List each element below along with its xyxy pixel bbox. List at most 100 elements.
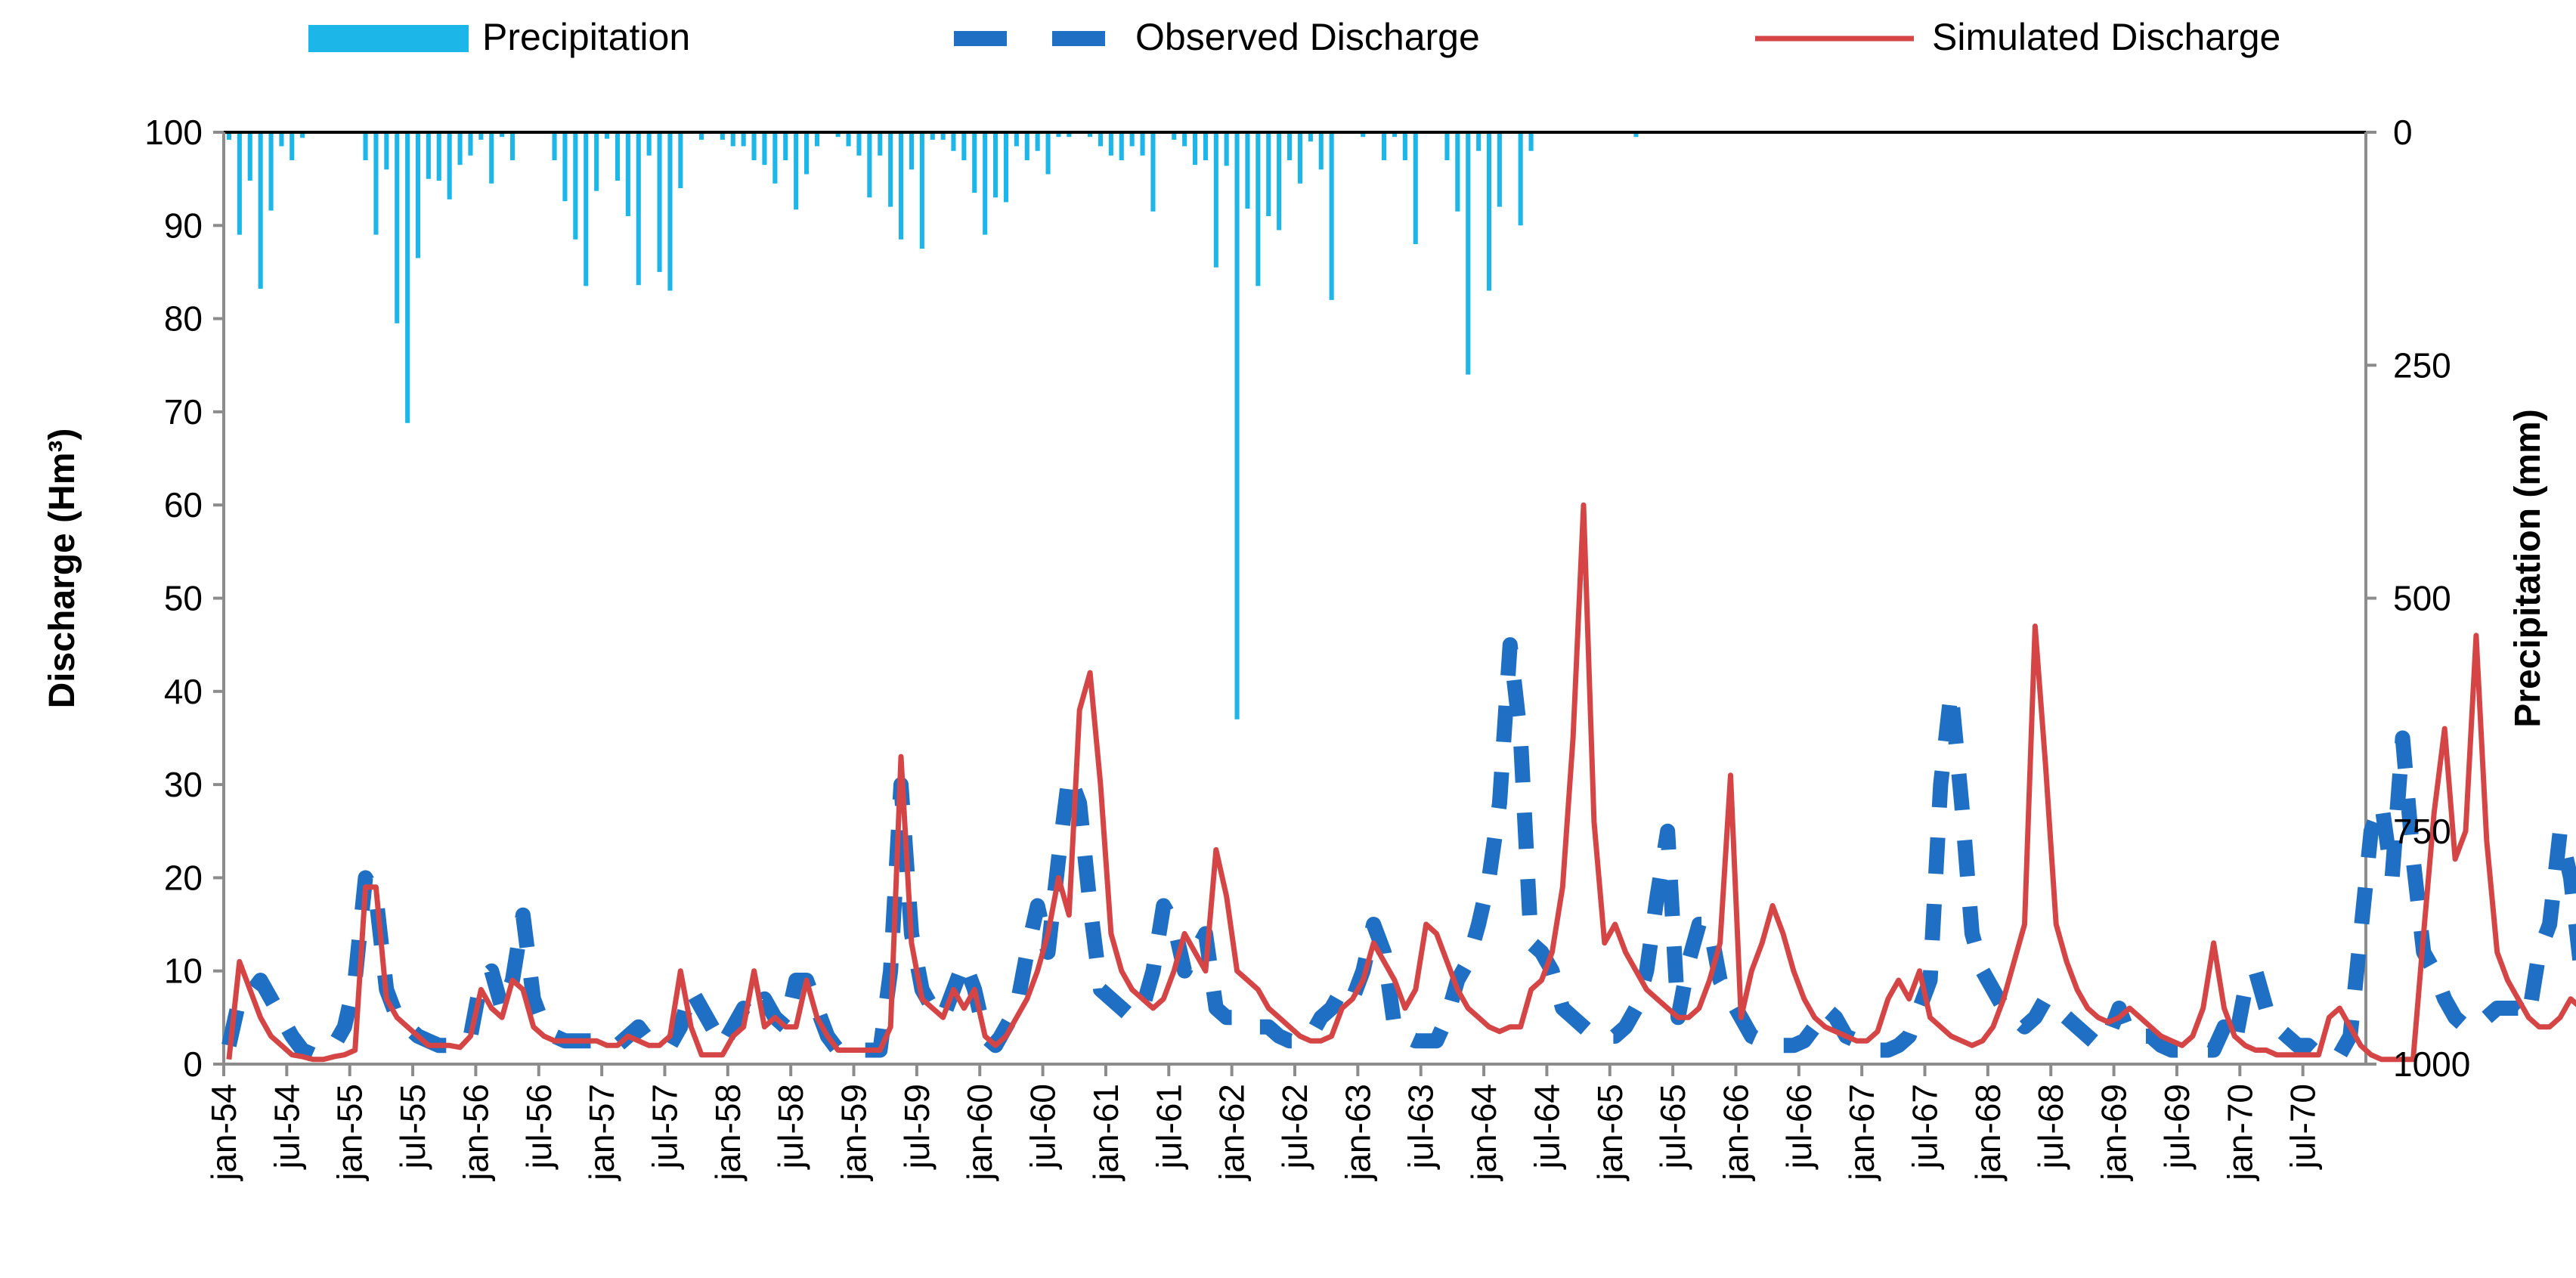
x-tick-label: jul-69 xyxy=(2157,1084,2197,1171)
x-tick-label: jul-56 xyxy=(519,1084,559,1171)
x-tick-label: jan-63 xyxy=(1338,1084,1377,1182)
precipitation-bar xyxy=(1329,132,1334,300)
precipitation-bar xyxy=(1266,132,1271,216)
precipitation-bar xyxy=(1182,132,1187,147)
precipitation-bar xyxy=(1193,132,1198,166)
precipitation-bar xyxy=(846,132,851,147)
precipitation-bar xyxy=(1308,132,1313,142)
precipitation-bar xyxy=(1444,132,1450,160)
precipitation-bar xyxy=(1277,132,1282,231)
x-tick-label: jan-54 xyxy=(204,1084,243,1182)
precipitation-bar xyxy=(1203,132,1208,160)
precipitation-bar xyxy=(415,132,420,258)
precipitation-bar xyxy=(1528,132,1534,151)
y-right-tick-label: 500 xyxy=(2393,579,2451,618)
precipitation-bar xyxy=(699,132,704,140)
x-tick-label: jan-61 xyxy=(1086,1084,1125,1182)
x-tick-label: jan-65 xyxy=(1590,1084,1630,1182)
precipitation-bar xyxy=(783,132,788,160)
precipitation-bar xyxy=(899,132,904,240)
precipitation-bar xyxy=(1361,132,1366,138)
precipitation-bar xyxy=(373,132,379,235)
precipitation-bar xyxy=(730,132,735,147)
precipitation-bar xyxy=(489,132,494,184)
precipitation-bar xyxy=(1402,132,1407,160)
precipitation-bar xyxy=(237,132,242,235)
x-tick-label: jul-59 xyxy=(897,1084,937,1171)
y-left-tick-label: 40 xyxy=(164,672,203,711)
x-tick-label: jul-55 xyxy=(393,1084,432,1171)
precipitation-bar xyxy=(646,132,652,156)
precipitation-bar xyxy=(1045,132,1051,175)
x-tick-label: jul-66 xyxy=(1779,1084,1819,1171)
precipitation-bar xyxy=(1224,132,1229,166)
precipitation-bar xyxy=(625,132,630,216)
precipitation-bar xyxy=(1255,132,1261,286)
y-right-tick-label: 1000 xyxy=(2393,1044,2470,1084)
x-tick-label: jan-70 xyxy=(2220,1084,2259,1182)
precipitation-bar xyxy=(888,132,893,207)
precipitation-bar xyxy=(1067,132,1072,138)
x-tick-label: jul-68 xyxy=(2031,1084,2070,1171)
precipitation-bar xyxy=(279,132,284,147)
precipitation-bar xyxy=(426,132,431,179)
x-tick-label: jan-57 xyxy=(582,1084,621,1182)
precipitation-bar xyxy=(268,132,274,211)
legend-label-simulated-discharge: Simulated Discharge xyxy=(1932,16,2280,58)
x-tick-label: jul-54 xyxy=(267,1084,306,1171)
precipitation-bar xyxy=(1382,132,1387,160)
x-tick-label: jan-55 xyxy=(330,1084,370,1182)
x-tick-label: jan-66 xyxy=(1717,1084,1756,1182)
precipitation-bar xyxy=(667,132,673,291)
x-tick-label: jul-70 xyxy=(2283,1084,2323,1171)
chart-axes xyxy=(213,131,2376,1076)
precipitation-bar xyxy=(584,132,589,286)
precipitation-bar xyxy=(741,132,746,147)
precipitation-bar xyxy=(1098,132,1103,147)
simulated-discharge-line xyxy=(226,502,2576,1063)
precipitation-bar xyxy=(1518,132,1523,226)
precipitation-bar xyxy=(794,132,799,210)
precipitation-bar xyxy=(258,132,263,289)
precipitation-bar xyxy=(867,132,872,198)
x-tick-label: jul-60 xyxy=(1023,1084,1063,1171)
legend-swatch-precipitation xyxy=(308,25,469,52)
precipitation-bar xyxy=(500,132,505,138)
precipitation-bar xyxy=(814,132,819,147)
y-right-tick-labels: 0 250 500 750 1000 xyxy=(2393,113,2470,1084)
precipitation-bar xyxy=(594,132,599,191)
x-tick-label: jul-57 xyxy=(646,1084,685,1171)
precipitation-bar xyxy=(1003,132,1008,203)
precipitation-bar xyxy=(678,132,683,188)
precipitation-bar xyxy=(478,132,484,140)
y-right-axis-title: Precipitation (mm) xyxy=(2508,409,2548,727)
precipitation-bar xyxy=(573,132,578,240)
precipitation-bar xyxy=(447,132,452,200)
precipitation-bar xyxy=(909,132,914,170)
precipitation-bar xyxy=(951,132,956,151)
x-tick-label: jan-64 xyxy=(1464,1084,1503,1182)
legend-label-precipitation: Precipitation xyxy=(482,16,690,58)
precipitation-bar xyxy=(247,132,252,181)
x-tick-label: jul-63 xyxy=(1401,1084,1441,1171)
y-left-tick-label: 30 xyxy=(164,765,203,804)
x-tick-label: jul-67 xyxy=(1906,1084,1945,1171)
precipitation-bar xyxy=(1014,132,1019,147)
precipitation-bar xyxy=(772,132,778,184)
precipitation-bar xyxy=(1056,132,1061,138)
x-tick-label: jan-68 xyxy=(1968,1084,2008,1182)
precipitation-bars xyxy=(226,132,1639,719)
precipitation-bar xyxy=(468,132,473,156)
precipitation-bar xyxy=(961,132,967,160)
precipitation-bar xyxy=(615,132,620,181)
y-left-tick-label: 90 xyxy=(164,206,203,245)
precipitation-bar xyxy=(1413,132,1418,244)
y-left-tick-label: 10 xyxy=(164,952,203,991)
precipitation-bar xyxy=(552,132,557,160)
y-left-tick-label: 80 xyxy=(164,299,203,339)
precipitation-bar xyxy=(972,132,977,193)
precipitation-bar xyxy=(657,132,662,272)
x-tick-label: jul-64 xyxy=(1527,1084,1566,1171)
precipitation-bar xyxy=(1455,132,1460,212)
precipitation-bar xyxy=(636,132,641,286)
